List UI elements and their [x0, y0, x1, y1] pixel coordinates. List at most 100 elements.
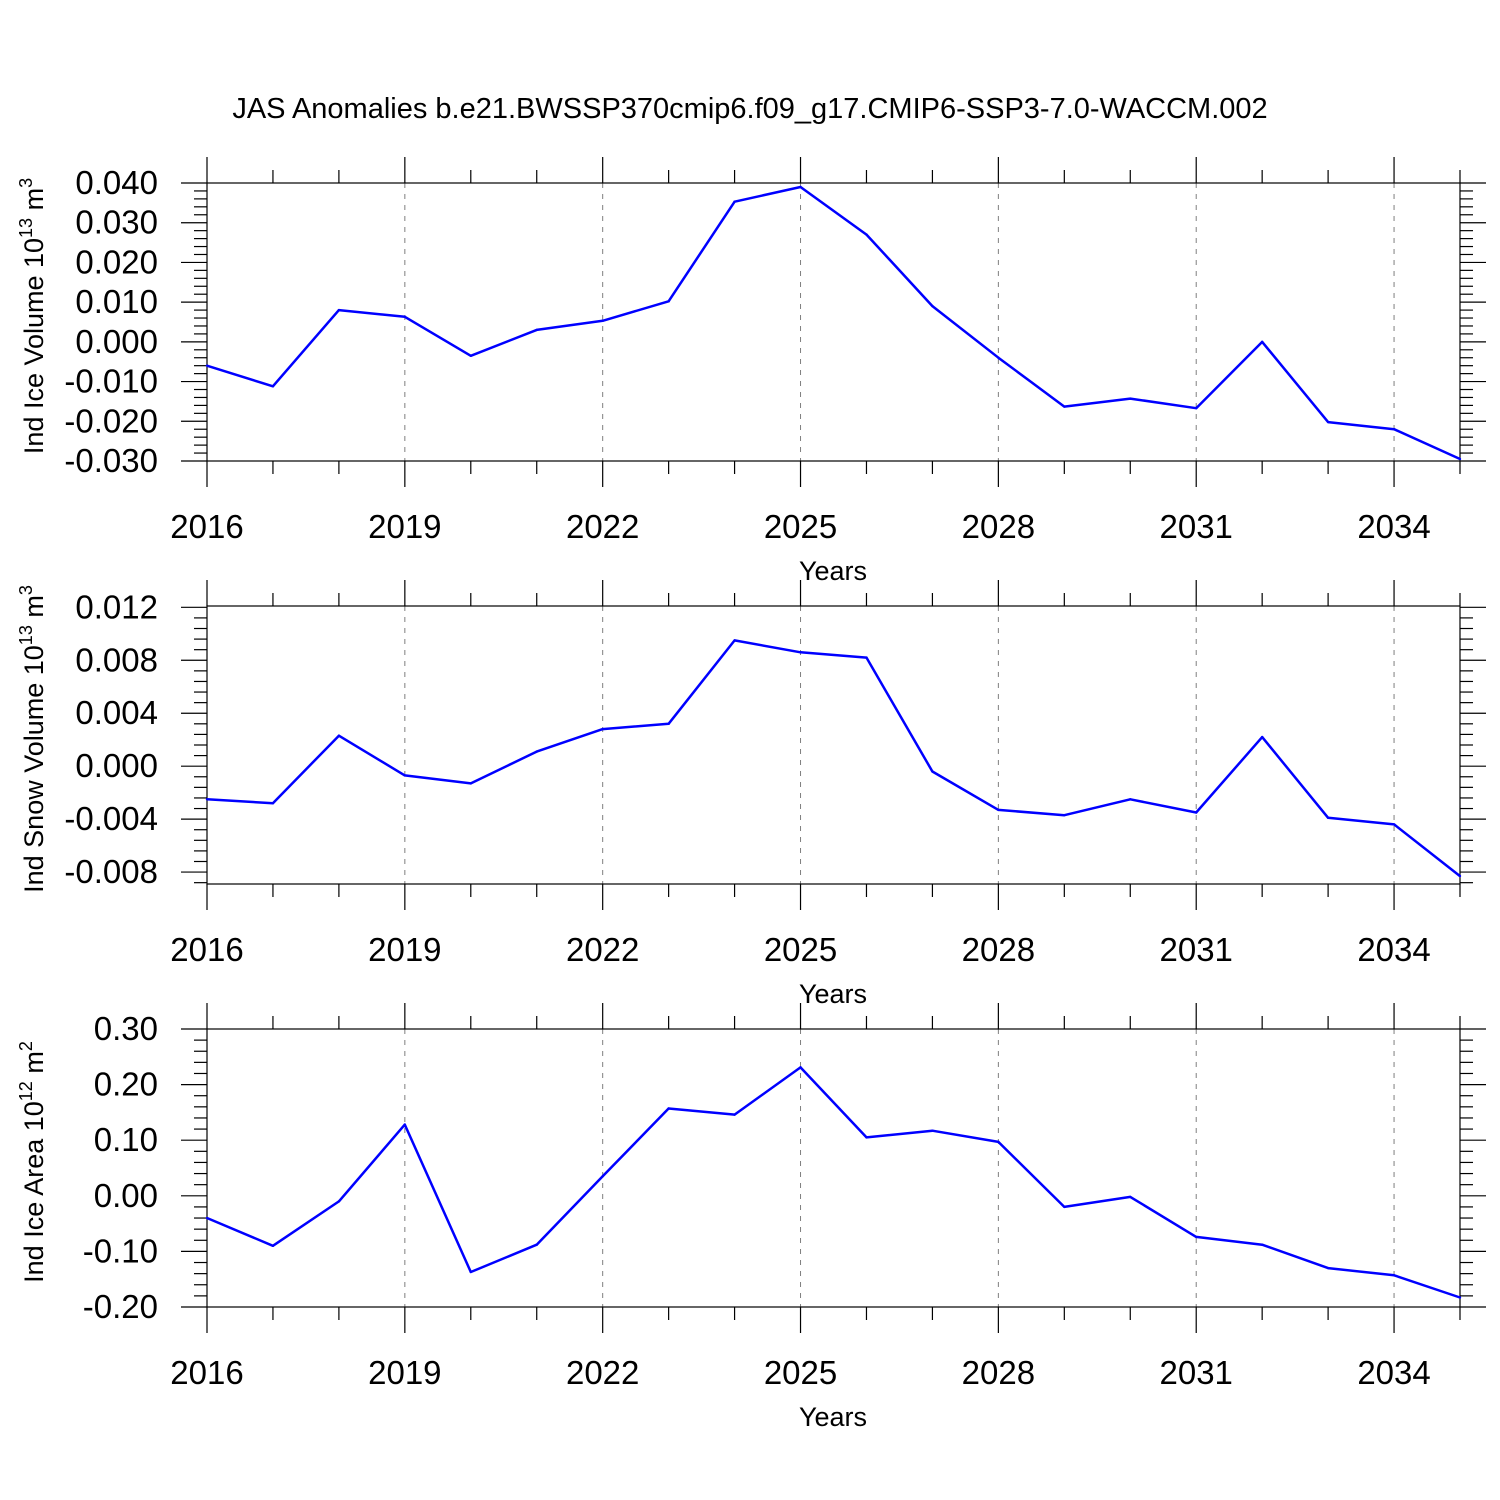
data-point — [1458, 457, 1462, 461]
x-tick-label: 2016 — [170, 1354, 243, 1391]
x-tick-label: 2025 — [764, 931, 837, 968]
data-point — [1392, 428, 1396, 431]
data-point — [205, 798, 209, 801]
y-axis-label-unit: m — [19, 595, 49, 625]
x-tick-label: 2031 — [1159, 508, 1232, 545]
data-point — [601, 727, 604, 731]
y-tick-label: -0.20 — [83, 1288, 158, 1325]
data-point — [1392, 1274, 1396, 1277]
series-line-1 — [206, 185, 1461, 461]
data-point — [1260, 1243, 1264, 1246]
chart-panel-2: 2016 2019 2022 2025 2028 2031 2034 0.012 0.008 0.… — [16, 580, 1486, 1009]
data-point — [1458, 874, 1462, 878]
data-point — [1129, 798, 1132, 801]
data-point — [1195, 811, 1198, 814]
data-point — [931, 1129, 934, 1132]
chart-panel-3: 2016 2019 2022 2025 2028 2031 2034 0.30 0.20 0.10… — [16, 1003, 1486, 1432]
y-tick-label: -0.10 — [83, 1232, 158, 1269]
y-tick-label: 0.00 — [94, 1177, 158, 1214]
x-tick-label: 2022 — [566, 508, 639, 545]
data-point — [997, 808, 1000, 812]
plot-frame — [206, 182, 1461, 462]
data-point — [667, 722, 670, 726]
x-tick-label: 2028 — [962, 508, 1035, 545]
x-tick-label: 2028 — [962, 1354, 1035, 1391]
x-tick-label: 2031 — [1159, 1354, 1232, 1391]
data-point — [1063, 1205, 1066, 1209]
x-axis-label: Years — [799, 979, 867, 1009]
data-point — [1129, 397, 1132, 400]
series-line-3 — [206, 1066, 1461, 1299]
x-tick-label: 2016 — [170, 931, 243, 968]
data-point — [403, 774, 407, 777]
x-tick-label: 2034 — [1357, 1354, 1430, 1391]
data-point — [469, 1270, 472, 1274]
data-point — [337, 308, 341, 312]
data-point — [337, 1200, 341, 1203]
data-point — [799, 1066, 802, 1069]
y-axis-label-unit-exponent: 3 — [16, 178, 36, 188]
panels: 2016 2019 2022 2025 2028 2031 20340.0400.0300.… — [16, 157, 1486, 1432]
x-axis-label: Years — [799, 556, 867, 586]
y-tick-label: 0.008 — [75, 641, 158, 678]
data-point — [1195, 406, 1198, 410]
data-point — [535, 328, 538, 332]
data-point — [403, 1123, 407, 1126]
y-axis-label-text: Ind Ice Volume 10 — [19, 238, 49, 454]
y-tick-label: -0.020 — [64, 402, 158, 439]
data-point — [205, 364, 209, 367]
y-tick-label: -0.030 — [64, 442, 158, 479]
data-point — [601, 1175, 604, 1178]
data-point — [205, 1216, 209, 1220]
data-point — [271, 802, 275, 805]
data-point — [535, 750, 538, 753]
x-tick-label: 2028 — [962, 931, 1035, 968]
data-point — [1195, 1235, 1198, 1239]
y-axis-label: Ind Ice Volume 1013 m3 — [16, 178, 49, 454]
y-axis-label-unit-exponent: 2 — [16, 1041, 36, 1051]
y-tick-label: 0.004 — [75, 694, 158, 731]
data-point — [337, 734, 341, 737]
data-point — [469, 354, 472, 357]
data-point — [1458, 1296, 1462, 1299]
data-point — [931, 770, 934, 773]
y-tick-label: 0.30 — [94, 1010, 158, 1047]
data-point — [865, 1136, 868, 1139]
y-axis-label: Ind Ice Area 1012 m2 — [16, 1041, 49, 1283]
y-tick-label: 0.010 — [75, 283, 158, 320]
figure-title: JAS Anomalies b.e21.BWSSP370cmip6.f09_g1… — [232, 93, 1267, 125]
y-tick-label: -0.004 — [64, 800, 158, 837]
x-tick-label: 2019 — [368, 931, 441, 968]
y-tick-label: 0.020 — [75, 243, 158, 280]
data-point — [535, 1243, 538, 1246]
y-axis-label-exponent: 12 — [16, 1081, 36, 1101]
data-point — [865, 233, 868, 236]
y-axis-label-exponent: 13 — [16, 625, 36, 645]
data-point — [601, 319, 604, 323]
data-point — [271, 1244, 275, 1248]
data-point — [667, 1107, 670, 1110]
data-point — [1326, 816, 1330, 820]
data-point — [667, 300, 670, 303]
data-point — [997, 1140, 1000, 1144]
y-axis-label-exponent: 13 — [16, 218, 36, 238]
y-tick-label: 0.000 — [75, 747, 158, 784]
data-point — [1392, 823, 1396, 826]
data-point — [469, 782, 472, 785]
y-axis-label: Ind Snow Volume 1013 m3 — [16, 585, 49, 893]
data-point — [403, 315, 407, 319]
x-tick-label: 2031 — [1159, 931, 1232, 968]
x-tick-label: 2016 — [170, 508, 243, 545]
data-point — [1260, 735, 1264, 739]
y-tick-label: 0.040 — [75, 164, 158, 201]
x-tick-label: 2019 — [368, 1354, 441, 1391]
y-tick-label: 0.000 — [75, 323, 158, 360]
series-line-2 — [206, 639, 1461, 878]
chart-panel-1: 2016 2019 2022 2025 2028 2031 20340.0400.0300.… — [16, 157, 1486, 586]
y-tick-label: 0.10 — [94, 1121, 158, 1158]
y-tick-label: 0.20 — [94, 1066, 158, 1103]
x-tick-label: 2034 — [1357, 508, 1430, 545]
x-axis-label: Years — [799, 1402, 867, 1432]
data-point — [1326, 1266, 1330, 1270]
